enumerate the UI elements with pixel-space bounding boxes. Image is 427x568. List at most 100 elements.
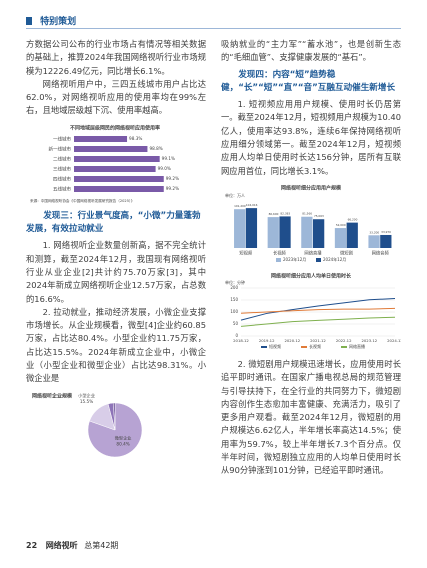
footer: 22 网络视听 总第42期	[26, 540, 118, 551]
y-tick-label: 150	[230, 297, 238, 302]
bar	[74, 135, 128, 142]
value-label: 99.2%	[166, 176, 179, 181]
paragraph: 网络视听用户中，三四五线城市用户占比达62.0%，对网络视听应用的使用率均在99…	[26, 78, 206, 116]
figure-title: 网络视听细分应用人均单日使用时长	[271, 272, 352, 279]
value-label: 99.0%	[158, 166, 171, 171]
category-label: 五线城市	[53, 185, 71, 192]
legend-label: 长视频	[309, 343, 321, 349]
y-tick-label: 200	[230, 285, 238, 290]
bar	[245, 208, 258, 248]
category-label: 二线城市	[53, 155, 71, 162]
paragraph: 2. 微短剧用户规模迅速增长，应用使用时长追平即时通讯。在国家广播电视总局的规范…	[221, 358, 401, 476]
value-label: 99.2%	[166, 186, 179, 191]
x-tick-label: 短视频	[239, 249, 253, 256]
value-label: 98.8%	[149, 146, 162, 151]
category-label: 四线城市	[53, 175, 71, 182]
figure-title: 网络视听细分应用用户规模	[281, 184, 342, 191]
figure-title: 网络视听企业规模	[32, 392, 73, 399]
paragraph: 方数据公司公布的行业市场占有情况等相关数据的基础上，推算2024年我国网络视听行…	[26, 39, 206, 76]
paragraph: 1. 短视频应用用户规模、使用时长仍居第一。截至2024年12月，短视频用户规模…	[221, 99, 401, 176]
bar	[74, 175, 164, 182]
x-tick-label: 2022.12	[336, 338, 352, 343]
pie-slice	[113, 402, 116, 430]
x-tick-label: 网络音频	[372, 249, 390, 256]
value-label: 82,383	[280, 211, 290, 215]
bar	[346, 222, 358, 248]
bar	[334, 228, 347, 248]
line-series	[240, 307, 396, 314]
paragraph: 吸纳就业的“主力军”“蓄水池”，也是创新生态的“毛细血管”、支撑健康发展的“基石…	[221, 39, 401, 63]
unit-label: 单位：分钟	[225, 279, 245, 285]
x-tick-label: 2019.12	[259, 338, 275, 343]
left-column: 方数据公司公布的行业市场占有情况等相关数据的基础上，推算2024年我国网络视听行…	[26, 38, 206, 468]
legend-label: 2023年12月	[283, 256, 306, 262]
slice-value: 15.5%	[80, 399, 93, 404]
line-series	[240, 316, 396, 327]
y-tick-label: 50	[233, 321, 239, 326]
value-label: 33,970	[381, 230, 391, 234]
slice-label: 小型企业	[78, 392, 95, 399]
section-heading: 发现三：行业景气度高，“小微”力量蓬勃发展，有效拉动就业	[26, 210, 201, 235]
bar	[301, 216, 313, 248]
x-tick-label: 网络直播	[304, 249, 322, 256]
bar	[74, 165, 156, 172]
value-label: 66,200	[348, 218, 358, 222]
legend-swatch	[316, 257, 321, 262]
value-label: 80,600	[269, 212, 279, 216]
slice-value: 80.4%	[116, 441, 129, 446]
x-tick-label: 2021.12	[310, 338, 326, 343]
x-tick-label: 长视频	[273, 249, 287, 256]
unit-label: 单位：万人	[225, 192, 245, 198]
header-icon	[26, 16, 32, 25]
category-label: 新一线城市	[49, 145, 72, 152]
figure: 网络视听企业规模微型企业80.4%小型企业15.5%中型企业3.1%大型企业1.…	[32, 390, 143, 457]
section-heading: 发现四：内容“短”趋势稳健，“长”“短”“直”“音”互融互动催生新增长	[221, 69, 396, 93]
x-tick-label: 2024.12	[387, 338, 401, 343]
x-tick-label: 2023.12	[361, 338, 377, 343]
bar	[74, 155, 160, 162]
legend-swatch	[301, 345, 307, 348]
bar	[279, 216, 291, 248]
issue: 总第42期	[84, 541, 119, 550]
bar	[74, 185, 164, 192]
bar	[313, 219, 325, 248]
value-label: 101,200	[234, 204, 246, 208]
value-label: 98.3%	[129, 136, 142, 141]
paragraph: 2. 拉动就业，推动经济发展，小微企业支撑市场增长。从企业规模看，微型[4]企业…	[26, 306, 206, 384]
legend-label: 2024年12月	[323, 256, 346, 262]
bar	[368, 235, 380, 248]
value-label: 81,566	[302, 212, 312, 216]
legend-swatch	[261, 345, 267, 348]
bar	[267, 217, 279, 248]
category-label: 一线城市	[53, 135, 71, 142]
right-column: 吸纳就业的“主力军”“蓄水池”，也是创新生态的“毛细血管”、支撑健康发展的“基石…	[221, 38, 401, 478]
x-tick-label: 2020.12	[284, 338, 300, 343]
magazine-name: 网络视听	[45, 540, 78, 550]
figure-source: 来源：中国网络视听协会《中国网络视听发展研究报告（2025）》	[30, 198, 134, 203]
x-tick-label: 2018.12	[233, 338, 249, 343]
header: 特别策划	[26, 10, 401, 29]
x-tick-label: 微短剧	[340, 249, 353, 256]
legend-label: 网络直播	[349, 343, 365, 349]
bar	[74, 145, 148, 152]
y-tick-label: 0	[235, 333, 238, 338]
value-label: 33,200	[369, 230, 379, 234]
legend-swatch	[276, 257, 281, 262]
legend-swatch	[341, 345, 347, 348]
value-label: 104,016	[246, 203, 258, 207]
value-label: 75,063	[314, 214, 324, 218]
line-series	[240, 298, 396, 321]
bar	[380, 234, 392, 248]
figure-title: 不同地域层级网民的网络视听应用使用率	[70, 124, 160, 131]
legend-label: 短视频	[269, 343, 281, 349]
slice-value: 3.1%	[103, 390, 114, 391]
y-tick-label: 100	[230, 309, 238, 314]
section-title: 特别策划	[40, 17, 77, 27]
paragraph: 1. 网络视听企业数量创新高，据不完全统计和测算，截至2024年12月，我国现有…	[26, 240, 206, 304]
page-number: 22	[26, 541, 38, 550]
bar	[234, 209, 246, 248]
